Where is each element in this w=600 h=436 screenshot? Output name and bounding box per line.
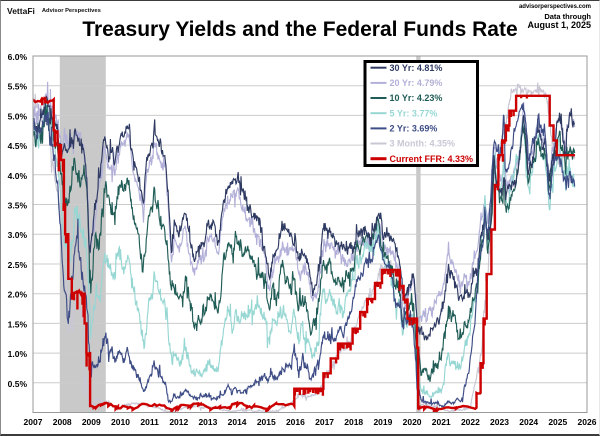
svg-text:2007: 2007 — [24, 417, 43, 427]
svg-text:6.0%: 6.0% — [8, 52, 28, 62]
svg-text:2023: 2023 — [490, 417, 509, 427]
svg-text:2.5%: 2.5% — [8, 260, 28, 270]
svg-text:2017: 2017 — [315, 417, 334, 427]
svg-text:1.0%: 1.0% — [8, 349, 28, 359]
svg-text:2014: 2014 — [228, 417, 247, 427]
svg-text:2013: 2013 — [198, 417, 217, 427]
svg-text:5.5%: 5.5% — [8, 82, 28, 92]
svg-text:4.5%: 4.5% — [8, 141, 28, 151]
svg-text:2010: 2010 — [111, 417, 130, 427]
svg-text:2008: 2008 — [53, 417, 72, 427]
svg-text:2026: 2026 — [578, 417, 597, 427]
svg-text:4.0%: 4.0% — [8, 171, 28, 181]
svg-text:2 Yr: 3.69%: 2 Yr: 3.69% — [390, 124, 438, 134]
svg-text:3 Month: 4.35%: 3 Month: 4.35% — [390, 139, 456, 149]
svg-text:2015: 2015 — [257, 417, 276, 427]
svg-text:10 Yr: 4.23%: 10 Yr: 4.23% — [390, 93, 443, 103]
svg-text:3.0%: 3.0% — [8, 230, 28, 240]
svg-text:2.0%: 2.0% — [8, 290, 28, 300]
svg-text:Current FFR: 4.33%: Current FFR: 4.33% — [390, 154, 474, 164]
svg-text:5.0%: 5.0% — [8, 111, 28, 121]
svg-text:30 Yr: 4.81%: 30 Yr: 4.81% — [390, 63, 443, 73]
svg-text:2025: 2025 — [548, 417, 567, 427]
svg-text:1.5%: 1.5% — [8, 319, 28, 329]
svg-text:2018: 2018 — [344, 417, 363, 427]
svg-text:2019: 2019 — [373, 417, 392, 427]
svg-text:2012: 2012 — [169, 417, 188, 427]
svg-text:20 Yr: 4.79%: 20 Yr: 4.79% — [390, 78, 443, 88]
svg-text:2016: 2016 — [286, 417, 305, 427]
svg-text:0.5%: 0.5% — [8, 379, 28, 389]
svg-text:2020: 2020 — [403, 417, 422, 427]
svg-text:2022: 2022 — [461, 417, 480, 427]
svg-text:2009: 2009 — [82, 417, 101, 427]
svg-text:5 Yr: 3.77%: 5 Yr: 3.77% — [390, 108, 438, 118]
svg-text:2024: 2024 — [519, 417, 538, 427]
svg-text:2011: 2011 — [140, 417, 159, 427]
svg-text:3.5%: 3.5% — [8, 201, 28, 211]
svg-text:2021: 2021 — [432, 417, 451, 427]
